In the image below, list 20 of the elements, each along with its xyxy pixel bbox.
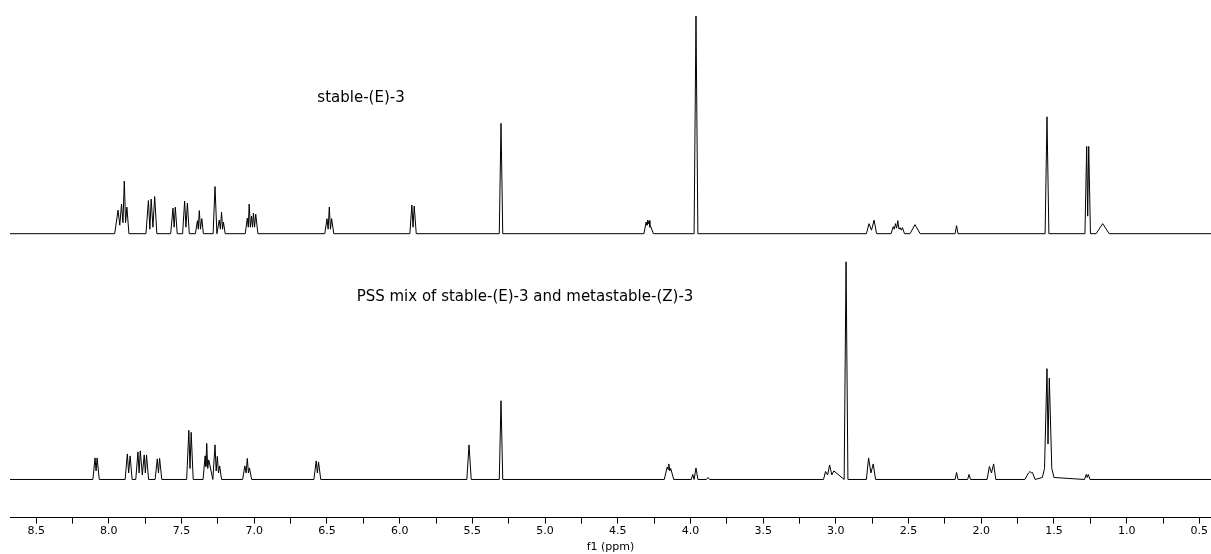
x-tick-label: 7.5 xyxy=(172,524,191,538)
x-tick-label: 6.0 xyxy=(390,524,409,538)
x-axis-title: f1 (ppm) xyxy=(586,540,635,554)
annotation: PSS mix of stable-(E)-3 and metastable-(Z)-3 xyxy=(356,286,694,305)
x-tick-label: 5.0 xyxy=(536,524,554,538)
x-tick-label: 8.5 xyxy=(27,524,45,538)
x-tick-label: 0.5 xyxy=(1190,524,1209,538)
x-tick-label: 3.0 xyxy=(827,524,845,538)
x-tick-label: 1.5 xyxy=(1045,524,1063,538)
x-tick-label: 7.0 xyxy=(245,524,264,538)
x-tick-label: 3.5 xyxy=(754,524,772,538)
x-tick-label: 8.0 xyxy=(100,524,118,538)
annotation: stable-(E)-3 xyxy=(317,87,405,106)
x-tick-label: 6.5 xyxy=(318,524,336,538)
x-tick-label: 2.0 xyxy=(972,524,991,538)
x-tick-label: 1.0 xyxy=(1117,524,1136,538)
x-tick-label: 4.0 xyxy=(681,524,700,538)
x-tick-label: 4.5 xyxy=(609,524,627,538)
x-tick-label: 5.5 xyxy=(463,524,482,538)
x-tick-label: 2.5 xyxy=(899,524,918,538)
